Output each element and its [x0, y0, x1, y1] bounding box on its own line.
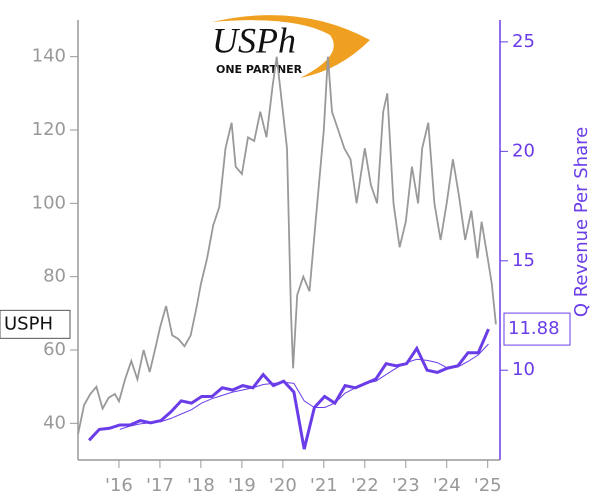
x-tick-label: '18 — [187, 475, 215, 496]
y-tick-label: 60 — [43, 339, 66, 360]
x-tick-label: '21 — [310, 475, 338, 496]
series-line — [77, 56, 497, 435]
price-label: USPH — [4, 313, 53, 334]
logo-tagline: ONE PARTNER — [216, 63, 303, 76]
y-tick-label: 140 — [32, 46, 66, 67]
price-label-box — [0, 309, 71, 339]
x-tick-label: '24 — [433, 475, 461, 496]
x-tick-label: '22 — [351, 475, 379, 496]
y2-tick-label: 10 — [512, 359, 535, 380]
value-label: 11.88 — [508, 318, 560, 339]
y-tick-label: 120 — [32, 119, 66, 140]
y2-tick-label: 20 — [512, 140, 535, 161]
trend-line — [119, 343, 489, 430]
logo-swoosh — [212, 15, 370, 79]
x-tick-label: '23 — [392, 475, 420, 496]
x-tick-label: '17 — [146, 475, 174, 496]
x-tick-label: '19 — [228, 475, 256, 496]
x-tick-label: '20 — [269, 475, 297, 496]
x-tick-label: '16 — [105, 475, 133, 496]
y2-tick-label: 25 — [512, 31, 535, 52]
y-tick-label: 100 — [32, 192, 66, 213]
logo-brand: USPh — [212, 20, 296, 60]
y-tick-label: 40 — [43, 412, 66, 433]
y-tick-label: 80 — [43, 266, 66, 287]
y2-axis-label: Q Revenue Per Share — [571, 127, 592, 317]
value-label-box — [503, 312, 571, 346]
series-line — [88, 328, 490, 450]
y2-tick-label: 15 — [512, 250, 535, 271]
logo: USPh ONE PARTNER — [212, 15, 370, 79]
x-tick-label: '25 — [474, 475, 502, 496]
